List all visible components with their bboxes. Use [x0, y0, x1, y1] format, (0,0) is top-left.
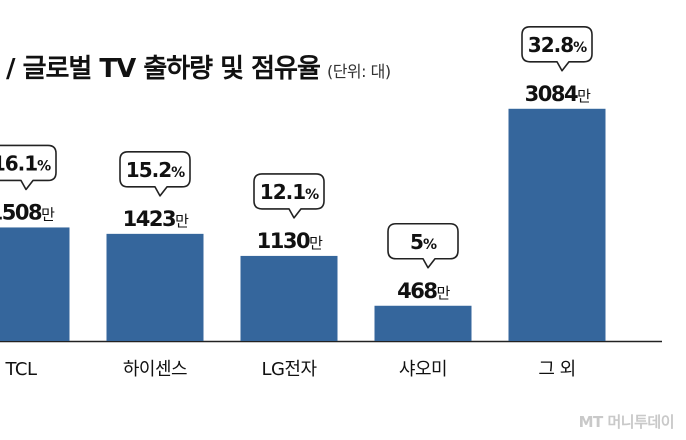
share-unit-3: % — [423, 237, 437, 253]
bar-3 — [374, 305, 472, 341]
value-unit-4: 만 — [577, 87, 591, 105]
category-label-0: TCL — [4, 359, 37, 380]
share-label-0: 16.1% — [0, 151, 51, 175]
share-number-4: 32.8 — [528, 33, 573, 57]
bar-0 — [0, 227, 70, 341]
chart-unit: (단위: 대) — [326, 62, 391, 81]
share-label-4: 32.8% — [528, 33, 587, 57]
value-unit-3: 만 — [437, 284, 451, 302]
value-label-3: 468만 — [397, 279, 450, 303]
value-number-1: 1423 — [123, 207, 175, 231]
bar-1 — [106, 233, 204, 341]
share-number-2: 12.1 — [260, 180, 305, 204]
category-label-4: 그 외 — [538, 359, 575, 380]
share-label-2: 12.1% — [260, 180, 319, 204]
share-bubble-3 — [387, 222, 459, 269]
bar-4 — [508, 108, 606, 342]
bar-2 — [240, 255, 338, 341]
value-unit-1: 만 — [175, 212, 189, 230]
value-number-0: 1508 — [0, 200, 42, 224]
value-unit-2: 만 — [309, 234, 323, 252]
chart-title: 글로벌 TV 출하량 및 점유율 — [22, 54, 321, 84]
value-number-3: 468 — [397, 279, 437, 303]
share-label-3: 5% — [410, 230, 437, 254]
share-bubble-4 — [521, 25, 593, 72]
share-unit-0: % — [37, 158, 51, 174]
share-number-1: 15.2 — [126, 158, 171, 182]
category-label-2: LG전자 — [261, 359, 317, 380]
value-label-0: 1508만 — [0, 200, 55, 224]
category-label-3: 샤오미 — [399, 359, 447, 380]
share-unit-1: % — [171, 165, 185, 181]
title-marker: / — [6, 54, 16, 84]
category-label-1: 하이센스 — [123, 359, 187, 380]
value-label-4: 3084만 — [525, 82, 591, 106]
share-label-1: 15.2% — [126, 158, 185, 182]
share-unit-4: % — [573, 40, 587, 56]
share-unit-2: % — [305, 187, 319, 203]
share-number-0: 16.1 — [0, 151, 37, 175]
share-bubble-1 — [119, 151, 191, 197]
share-number-3: 5 — [410, 230, 423, 254]
chart-title-block: / 글로벌 TV 출하량 및 점유율 (단위: 대) — [6, 48, 391, 85]
value-label-1: 1423만 — [123, 207, 189, 231]
value-label-2: 1130만 — [257, 229, 323, 253]
brand-watermark: MT 머니투데이 — [578, 413, 675, 431]
value-unit-0: 만 — [41, 205, 55, 223]
value-number-2: 1130 — [257, 229, 310, 253]
share-bubble-0 — [0, 144, 57, 191]
share-bubble-2 — [253, 173, 325, 219]
value-number-4: 3084 — [525, 82, 578, 106]
bars-layer: TCL1508만16.1%하이센스1423만15.2%LG전자1130만12.1… — [0, 25, 606, 380]
